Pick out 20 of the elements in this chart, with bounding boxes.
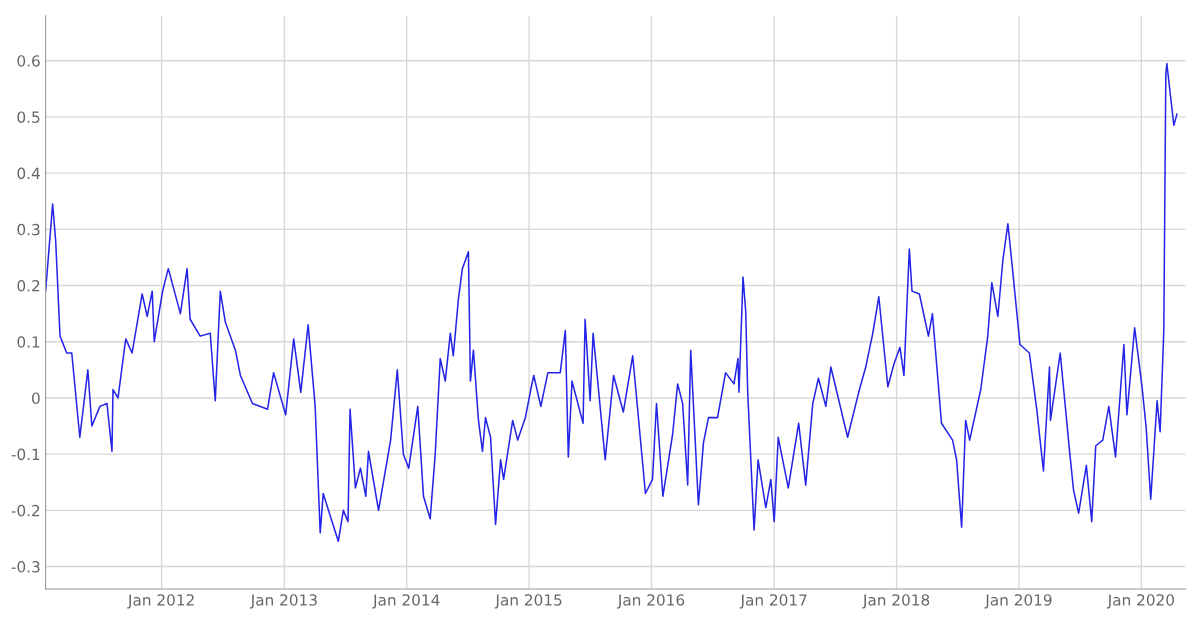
y-tick-label: -0.3 [11, 561, 40, 573]
y-tick-label: 0.1 [17, 336, 40, 348]
x-tick-label: Jan 2016 [617, 594, 685, 609]
x-tick-label: Jan 2019 [984, 594, 1052, 609]
x-tick-label: Jan 2020 [1106, 594, 1174, 609]
x-tick-label: Jan 2018 [862, 594, 930, 609]
y-tick-label: 0.6 [17, 55, 40, 67]
x-tick-label: Jan 2014 [372, 594, 440, 609]
y-tick-label: 0.2 [17, 280, 40, 292]
y-tick-label: -0.1 [11, 448, 40, 461]
y-tick-label: -0.2 [11, 504, 40, 517]
y-tick-label: 0.5 [17, 111, 40, 123]
x-tick-label: Jan 2012 [127, 594, 194, 609]
line-series [45, 62, 1178, 543]
y-tick-label: 0.4 [17, 167, 40, 180]
y-tick-label: 0.3 [17, 223, 40, 236]
x-tick-label: Jan 2013 [249, 594, 317, 609]
y-tick-label: 0 [32, 392, 40, 404]
x-tick-label: Jan 2017 [739, 594, 807, 609]
x-tick-label: Jan 2015 [494, 594, 562, 609]
